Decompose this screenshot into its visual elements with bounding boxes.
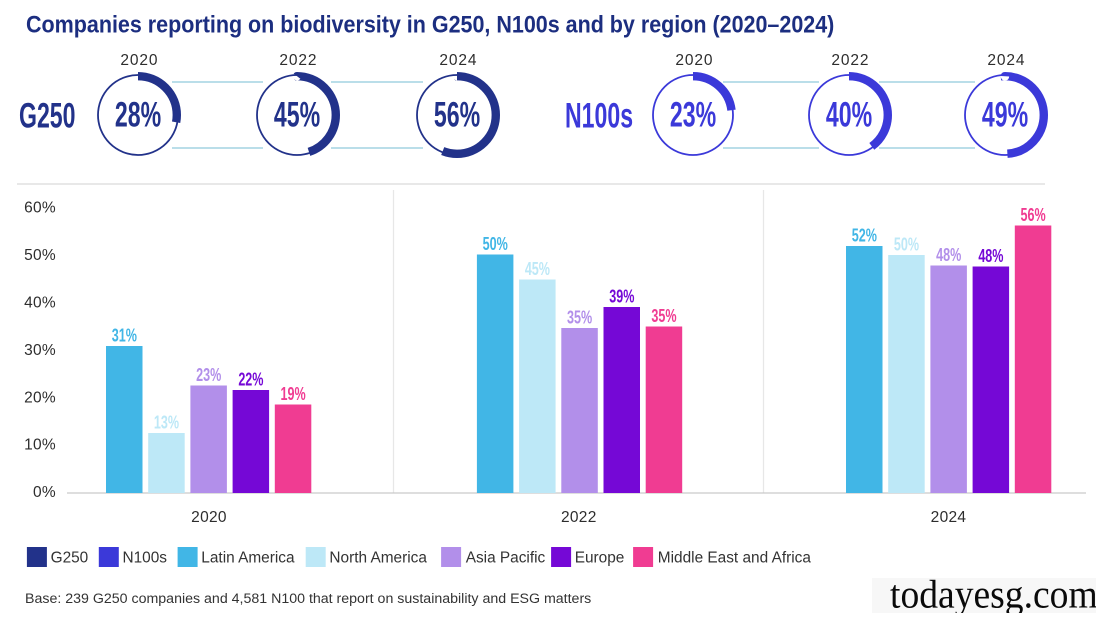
svg-text:45%: 45% <box>525 260 550 280</box>
svg-text:40%: 40% <box>826 96 872 135</box>
svg-text:20%: 20% <box>24 389 56 406</box>
svg-text:40%: 40% <box>24 295 56 312</box>
svg-text:30%: 30% <box>24 342 56 359</box>
svg-text:2022: 2022 <box>561 509 597 526</box>
svg-text:23%: 23% <box>670 96 716 135</box>
svg-text:Asia Pacific: Asia Pacific <box>466 550 546 567</box>
svg-text:todayesg.com: todayesg.com <box>890 572 1096 613</box>
svg-text:2020: 2020 <box>191 509 227 526</box>
svg-text:50%: 50% <box>24 247 56 264</box>
svg-text:56%: 56% <box>1021 206 1046 226</box>
svg-text:56%: 56% <box>434 96 480 135</box>
svg-text:48%: 48% <box>978 247 1003 267</box>
svg-text:2024: 2024 <box>439 52 477 69</box>
svg-text:Middle East and Africa: Middle East and Africa <box>658 550 812 567</box>
svg-text:N100s: N100s <box>123 550 168 567</box>
svg-text:G250: G250 <box>51 550 89 567</box>
svg-text:2020: 2020 <box>120 52 158 69</box>
svg-text:49%: 49% <box>982 96 1028 135</box>
svg-text:13%: 13% <box>154 413 179 433</box>
svg-text:31%: 31% <box>112 326 137 346</box>
svg-text:2022: 2022 <box>831 52 869 69</box>
svg-text:2024: 2024 <box>931 509 967 526</box>
svg-text:28%: 28% <box>115 96 161 135</box>
svg-text:Base: 239 G250 companies and 4: Base: 239 G250 companies and 4,581 N100 … <box>25 591 591 607</box>
svg-text:35%: 35% <box>567 308 592 328</box>
svg-text:2022: 2022 <box>279 52 317 69</box>
svg-text:North America: North America <box>329 550 427 567</box>
svg-text:48%: 48% <box>936 246 961 266</box>
svg-text:G250: G250 <box>19 97 75 136</box>
svg-text:10%: 10% <box>24 437 56 454</box>
svg-text:Europe: Europe <box>575 550 625 567</box>
svg-text:19%: 19% <box>281 385 306 405</box>
svg-text:0%: 0% <box>33 484 56 501</box>
svg-text:N100s: N100s <box>565 97 633 136</box>
svg-text:45%: 45% <box>274 96 320 135</box>
svg-text:60%: 60% <box>24 200 56 217</box>
svg-text:2024: 2024 <box>987 52 1025 69</box>
svg-text:39%: 39% <box>609 287 634 307</box>
svg-text:Companies reporting on biodive: Companies reporting on biodiversity in G… <box>26 10 834 37</box>
svg-text:35%: 35% <box>651 307 676 327</box>
svg-text:50%: 50% <box>483 235 508 255</box>
svg-text:50%: 50% <box>894 235 919 255</box>
svg-text:52%: 52% <box>852 226 877 246</box>
svg-text:22%: 22% <box>238 370 263 390</box>
svg-text:Latin America: Latin America <box>201 550 295 567</box>
svg-text:23%: 23% <box>196 366 221 386</box>
svg-text:2020: 2020 <box>675 52 713 69</box>
